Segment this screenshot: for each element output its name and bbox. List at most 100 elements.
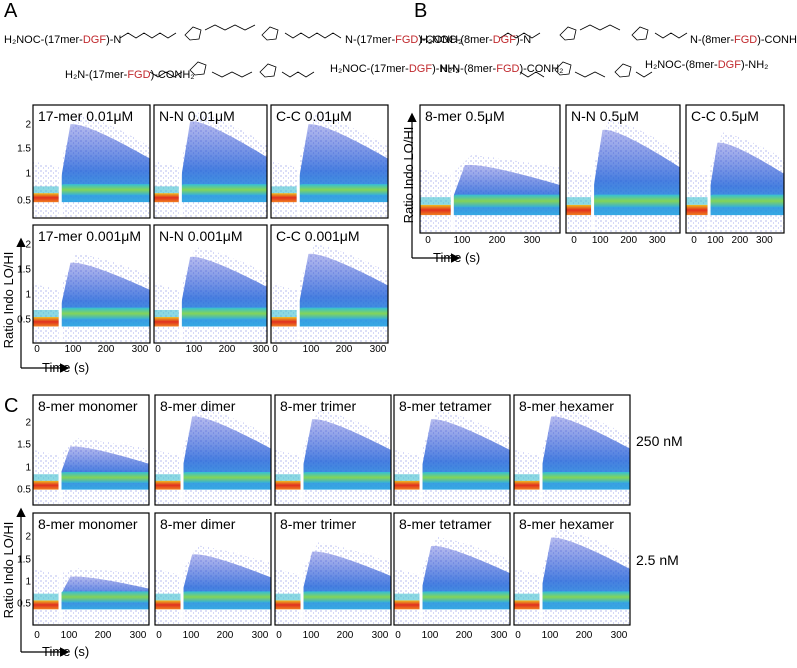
plot-frame [32, 224, 151, 344]
density-band [300, 472, 391, 483]
y-tick-label: 0.5 [17, 485, 31, 496]
structure-part: DGF [493, 34, 517, 46]
plot-title: 8-mer trimer [280, 398, 357, 414]
structure-part: H₂NOC-(17mer- [4, 34, 83, 46]
baseline-band [33, 474, 59, 481]
x-tick-label: 0 [156, 630, 162, 641]
injection-gap [300, 400, 304, 505]
structure-part: )-NH₂ [741, 59, 768, 71]
density-band [58, 591, 149, 603]
injection-gap [58, 230, 62, 343]
plot-title: 8-mer dimer [160, 398, 236, 414]
panel-label: A [4, 0, 18, 22]
injection-gap [450, 111, 454, 233]
plot-title: 8-mer tetramer [399, 398, 492, 414]
panel-label: B [414, 0, 427, 22]
x-tick-label: 100 [186, 344, 203, 355]
x-tick-label: 200 [576, 630, 593, 641]
y-tick-label: 1.5 [17, 440, 31, 451]
injection-gap [58, 518, 62, 625]
plot-frame [513, 394, 631, 506]
structure-part: N-(17mer- [345, 34, 395, 46]
plot-title: N-N 0.01μM [159, 108, 235, 124]
density-band [419, 472, 510, 483]
x-tick-label: 100 [592, 235, 609, 246]
plot-frame [153, 104, 268, 219]
density-blob [539, 537, 630, 610]
density-plot [155, 395, 271, 505]
density-band [58, 184, 150, 196]
baseline-band [271, 309, 297, 318]
density-hot [33, 193, 59, 203]
density-plot [271, 105, 388, 218]
injection-gap [419, 400, 423, 505]
structure-part: FGD [127, 69, 150, 81]
density-plot [33, 105, 150, 218]
structure-part: )-NH₂ [432, 63, 459, 75]
structure-part: )-CONH₂ [151, 69, 195, 81]
density-blob [539, 416, 630, 490]
density-band [300, 591, 391, 603]
x-tick-label: 300 [372, 630, 389, 641]
y-tick-label: 0.5 [17, 599, 31, 610]
injection-gap [178, 110, 182, 218]
baseline-band [275, 593, 301, 601]
x-tick-label: 200 [732, 235, 749, 246]
y-axis-label: Ratio Indo LO/HI [1, 252, 16, 349]
x-tick-label: 200 [337, 630, 354, 641]
structure-part: )-CONH₂ [418, 34, 462, 46]
plot-frame [154, 394, 272, 506]
plot-title: N-N 0.5μM [571, 108, 639, 124]
plot-title: C-C 0.001μM [276, 228, 360, 244]
injection-gap [58, 400, 62, 505]
structure-part: FGD [395, 34, 418, 46]
density-hot [566, 204, 592, 216]
x-tick-label: 0 [515, 630, 521, 641]
x-tick-label: 300 [649, 235, 666, 246]
plot-frame [32, 512, 150, 626]
y-axis-label: Ratio Indo LO/HI [1, 522, 16, 619]
density-hot [154, 193, 179, 203]
y-tick-label: 2 [25, 418, 31, 429]
x-tick-label: 300 [132, 344, 149, 355]
injection-gap [539, 518, 543, 625]
structure-label: H₂NOC-(17mer-DGF)-N [4, 34, 121, 46]
plot-title: N-N 0.001μM [159, 228, 243, 244]
structure-part: N-(8mer- [690, 34, 734, 46]
plot-frame [274, 512, 392, 626]
density-band [58, 472, 149, 483]
x-tick-label: 300 [130, 630, 147, 641]
x-tick-label: 0 [155, 344, 161, 355]
injection-gap [180, 400, 184, 505]
density-plot [275, 513, 391, 625]
x-tick-label: 300 [252, 630, 269, 641]
density-blob [419, 419, 510, 490]
row-label: 250 nM [636, 433, 683, 449]
x-tick-label: 0 [272, 344, 278, 355]
density-blob [58, 124, 150, 203]
structure-part: FGD [734, 34, 757, 46]
injection-gap [300, 518, 304, 625]
baseline-band [154, 309, 179, 318]
structure-part: H₂N-(17mer- [65, 69, 128, 81]
y-tick-label: 2 [25, 240, 31, 251]
baseline-band [33, 593, 59, 601]
baseline-band [514, 474, 540, 481]
density-plot [394, 513, 510, 625]
structure-part: H₂NOC-(17mer- [330, 63, 409, 75]
x-tick-label: 200 [219, 344, 236, 355]
plot-frame [393, 394, 511, 506]
y-tick-label: 1 [25, 169, 31, 180]
density-hot [33, 600, 59, 610]
density-blob [296, 124, 388, 203]
x-tick-label: 100 [65, 344, 82, 355]
injection-gap [296, 110, 300, 218]
injection-gap [180, 518, 184, 625]
structure-drawing [119, 24, 688, 78]
baseline-band [33, 186, 59, 194]
density-band [539, 591, 630, 603]
density-band [591, 194, 680, 208]
density-plot [33, 225, 150, 343]
density-band [58, 307, 150, 320]
